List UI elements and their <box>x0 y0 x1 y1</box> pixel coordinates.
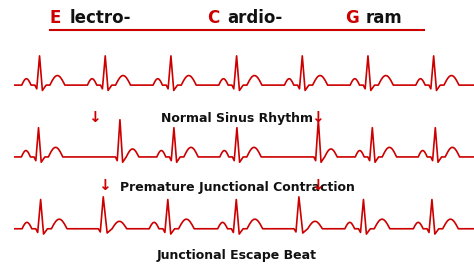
Text: Normal Sinus Rhythm: Normal Sinus Rhythm <box>161 112 313 125</box>
Text: ↓: ↓ <box>89 110 101 125</box>
Text: ardio-: ardio- <box>227 9 283 27</box>
Text: G: G <box>346 9 359 27</box>
Text: Junctional Escape Beat: Junctional Escape Beat <box>157 250 317 262</box>
Text: E: E <box>50 9 61 27</box>
Text: ↓: ↓ <box>311 178 324 193</box>
Text: lectro-: lectro- <box>69 9 131 27</box>
Text: C: C <box>208 9 219 27</box>
Text: ram: ram <box>365 9 402 27</box>
Text: Premature Junctional Contraction: Premature Junctional Contraction <box>119 181 355 194</box>
Text: ↓: ↓ <box>98 178 110 193</box>
Text: ↓: ↓ <box>311 110 324 125</box>
